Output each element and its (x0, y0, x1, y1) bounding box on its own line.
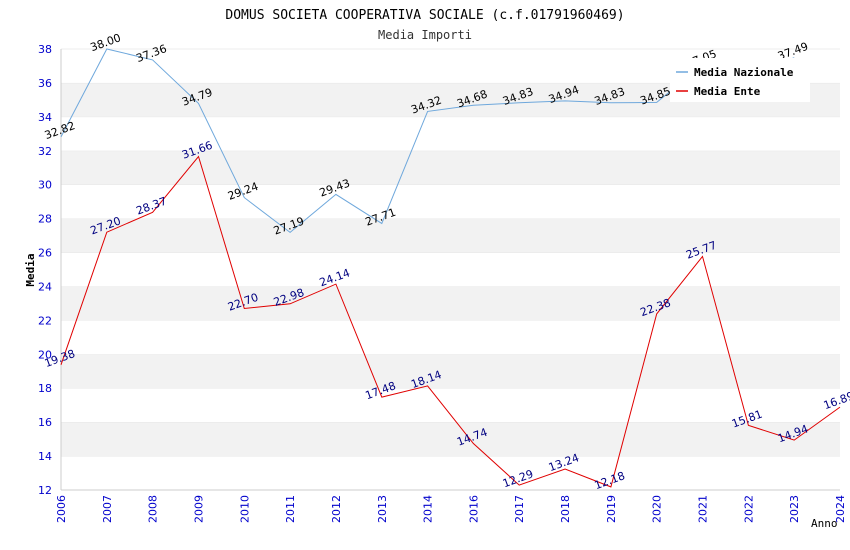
x-tick-label-2011: 2011 (284, 495, 297, 523)
grid-band (61, 116, 840, 151)
grid-band (61, 218, 840, 253)
y-tick-label-30: 30 (38, 179, 52, 192)
y-tick-label-36: 36 (38, 77, 52, 90)
y-tick-label-20: 20 (38, 348, 52, 361)
y-tick-label-14: 14 (38, 450, 52, 463)
y-tick-label-28: 28 (38, 213, 52, 226)
y-tick-label-12: 12 (38, 484, 52, 497)
x-tick-label-2012: 2012 (330, 495, 343, 523)
grid-band (61, 320, 840, 355)
legend: Media Nazionale Media Ente (670, 58, 810, 102)
x-tick-label-2008: 2008 (147, 495, 160, 523)
axes (60, 49, 840, 491)
y-tick-label-26: 26 (38, 247, 52, 260)
grid-band (61, 184, 840, 219)
y-tick-label-32: 32 (38, 145, 52, 158)
x-tick-label-2006: 2006 (55, 495, 68, 523)
grid-band (61, 422, 840, 457)
grid-band (61, 388, 840, 423)
x-tick-labels: 2006 2007 2008 2009 2010 2011 2012 2013 2014 2016… (55, 495, 847, 523)
grid-band (61, 286, 840, 321)
x-tick-label-2017: 2017 (513, 495, 526, 523)
x-tick-label-2023: 2023 (788, 495, 801, 523)
x-tick-label-2014: 2014 (422, 495, 435, 523)
x-tick-label-2009: 2009 (192, 495, 205, 523)
y-tick-label-18: 18 (38, 382, 52, 395)
x-tick-label-2016: 2016 (467, 495, 480, 523)
y-tick-label-16: 16 (38, 416, 52, 429)
y-axis-label: Media (24, 253, 37, 286)
grid-band (61, 456, 840, 490)
grid-band (61, 354, 840, 389)
grid-band (61, 252, 840, 287)
y-tick-label-24: 24 (38, 280, 52, 293)
legend-label-media-nazionale: Media Nazionale (694, 66, 794, 79)
x-tick-label-2021: 2021 (697, 495, 710, 523)
x-tick-label-2024: 2024 (834, 495, 847, 523)
chart-subtitle: Media Importi (378, 28, 472, 42)
y-tick-label-38: 38 (38, 43, 52, 56)
y-tick-label-34: 34 (38, 111, 52, 124)
chart-title: DOMUS SOCIETA COOPERATIVA SOCIALE (c.f.0… (225, 8, 624, 23)
series-line-media-ente (60, 155, 841, 488)
x-tick-label-2020: 2020 (651, 495, 664, 523)
x-tick-label-2007: 2007 (101, 495, 114, 523)
x-axis-label: Anno (811, 517, 838, 530)
y-tick-labels: 12 14 16 18 20 22 24 26 28 30 32 34 36 38 (38, 43, 52, 497)
grid-bands (61, 48, 840, 490)
x-tick-label-2018: 2018 (559, 495, 572, 523)
y-tick-label-22: 22 (38, 314, 52, 327)
x-tick-label-2013: 2013 (376, 495, 389, 523)
legend-background (670, 58, 810, 102)
x-tick-label-2022: 2022 (742, 495, 755, 523)
grid-band (61, 150, 840, 185)
legend-label-media-ente: Media Ente (694, 85, 761, 98)
x-tick-label-2010: 2010 (238, 495, 251, 523)
x-tick-label-2019: 2019 (605, 495, 618, 523)
